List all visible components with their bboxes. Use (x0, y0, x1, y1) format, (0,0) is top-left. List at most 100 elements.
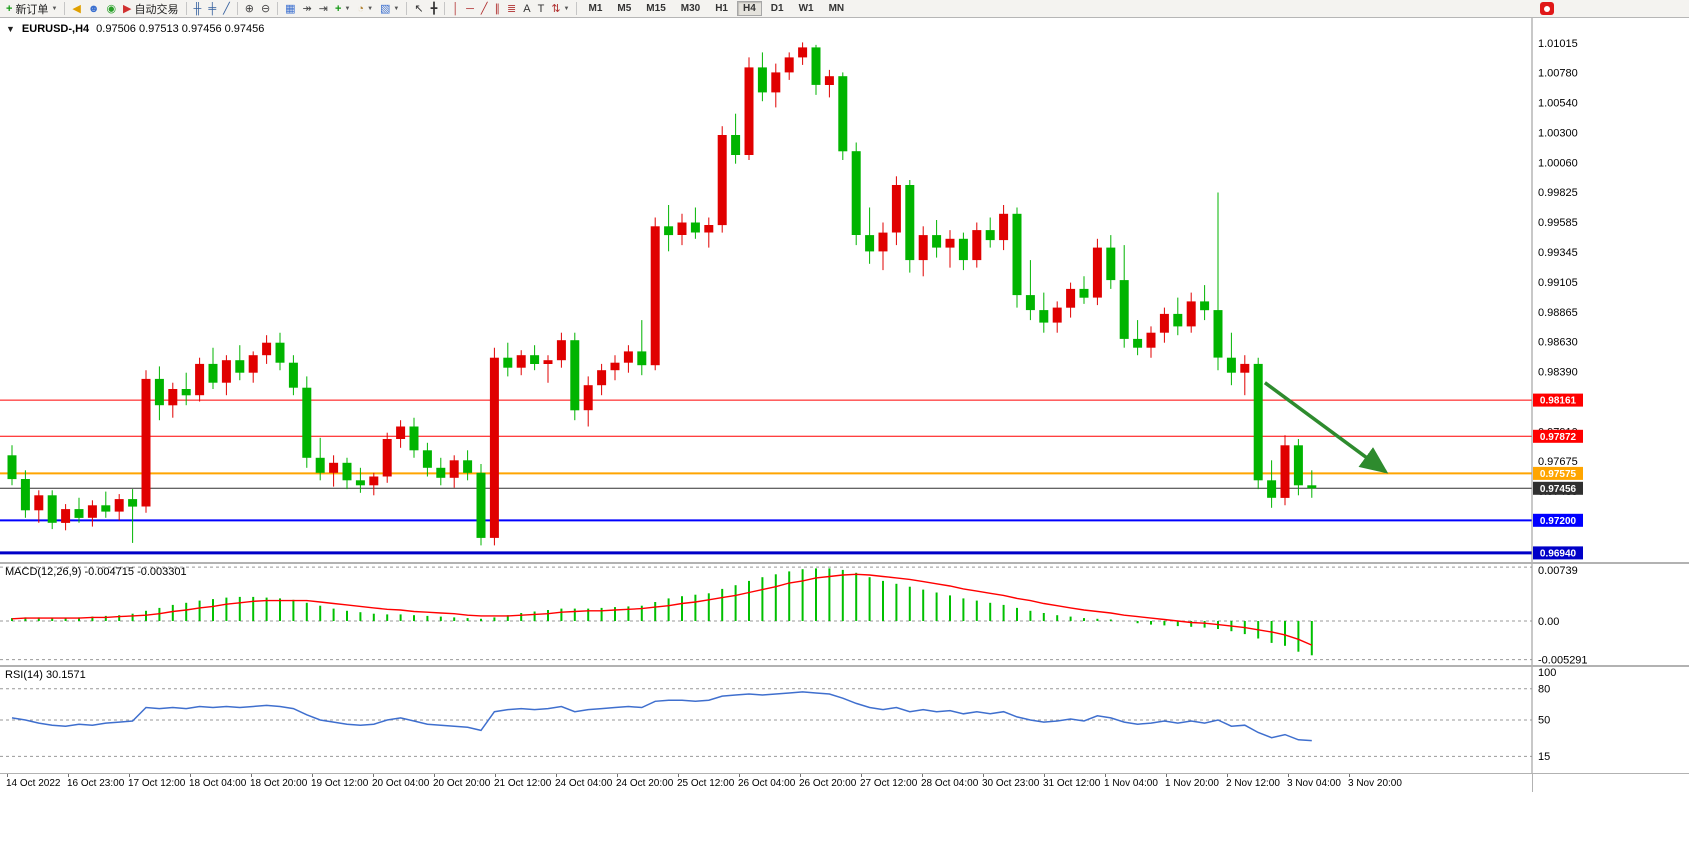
svg-text:0.97200: 0.97200 (1540, 516, 1577, 527)
cursor-icon: ↖ (414, 2, 424, 15)
time-label: 26 Oct 20:00 (799, 778, 857, 789)
line-chart-button[interactable]: ╱ (220, 1, 233, 17)
svg-text:1.00780: 1.00780 (1538, 67, 1578, 79)
svg-text:0.99105: 0.99105 (1538, 277, 1578, 289)
timeframe-h1-button[interactable]: H1 (715, 3, 728, 14)
time-tick (861, 774, 862, 777)
arrows-icon: ⇅ (551, 2, 561, 15)
timeframe-mn-button[interactable]: MN (828, 3, 845, 14)
zoom-in-button[interactable]: ⊕ (242, 1, 257, 17)
auto-trading-button[interactable]: ▶ 自动交易 (120, 1, 181, 17)
time-label: 26 Oct 04:00 (738, 778, 796, 789)
svg-text:0.96940: 0.96940 (1540, 548, 1577, 559)
zoom-out-button[interactable]: ⊖ (258, 1, 273, 17)
zoom-out-icon: ⊖ (260, 2, 271, 15)
time-label: 24 Oct 04:00 (555, 778, 613, 789)
macd-histogram (11, 568, 1313, 656)
trendline-button[interactable]: ╱ (478, 1, 491, 17)
label-icon: T (537, 2, 545, 15)
time-tick (800, 774, 801, 777)
play-icon: ▶ (123, 2, 132, 15)
timeframe-m1-button[interactable]: M1 (588, 3, 603, 14)
vline-button[interactable]: │ (449, 1, 462, 17)
svg-text:0.97675: 0.97675 (1538, 456, 1578, 468)
zoom-in-icon: ⊕ (244, 2, 254, 15)
symbol-timeframe-label: EURUSD-,H4 (21, 23, 90, 35)
crosshair-button[interactable]: ╋ (428, 1, 441, 17)
channel-button[interactable]: ∥ (492, 1, 504, 17)
svg-text:100: 100 (1538, 667, 1556, 679)
promo-icon[interactable] (1540, 2, 1554, 15)
clock-icon: ◔ (357, 2, 365, 15)
svg-text:1.00540: 1.00540 (1538, 97, 1578, 109)
shapes-button[interactable]: ⇅ ▼ (548, 1, 572, 17)
chevron-down-icon[interactable]: ▼ (6, 24, 15, 34)
svg-text:0.99585: 0.99585 (1538, 217, 1578, 229)
new-order-button-label: 新订单 (15, 3, 49, 16)
timeframe-m15-button[interactable]: M15 (646, 3, 666, 14)
time-label: 25 Oct 12:00 (677, 778, 735, 789)
chart-shift-button[interactable]: ⇥ (316, 1, 331, 17)
svg-text:0.00: 0.00 (1538, 616, 1559, 628)
alerts-button[interactable]: ◀ (69, 1, 83, 17)
text-icon: A (523, 2, 531, 15)
timeframe-w1-button[interactable]: W1 (798, 3, 814, 14)
timeframe-m30-button[interactable]: M30 (680, 3, 701, 14)
text-button[interactable]: A (520, 1, 533, 17)
caret-down-icon: ▼ (51, 5, 58, 12)
rsi-chart[interactable]: 100 80 50 15 (0, 667, 1689, 773)
community-button[interactable]: ☻ (85, 1, 103, 17)
level-lines[interactable] (0, 399, 1532, 555)
signals-button[interactable]: ◉ (103, 1, 119, 17)
trend-arrow[interactable] (1263, 381, 1389, 474)
time-label: 21 Oct 12:00 (494, 778, 552, 789)
time-label: 3 Nov 04:00 (1287, 778, 1341, 789)
indicators-button[interactable]: + ▼ (332, 1, 353, 17)
axis-divider (1532, 774, 1533, 792)
toolbar-separator (64, 2, 66, 15)
auto-trading-button-label: 自动交易 (134, 3, 179, 16)
line-chart-icon: ╱ (223, 2, 230, 15)
candlestick-chart[interactable]: 1.01015 1.00780 1.00540 1.00300 1.00060 0.998… (0, 18, 1689, 562)
auto-scroll-button[interactable]: ↠ (300, 1, 315, 17)
templates-button[interactable]: ▧ ▼ (377, 1, 402, 17)
candlestick-icon: ╪ (208, 2, 217, 15)
trendline-icon: ╱ (480, 2, 488, 15)
candle-chart-button[interactable]: ╪ (205, 1, 219, 17)
price-axis[interactable]: 1.01015 1.00780 1.00540 1.00300 1.00060 0.998… (1538, 38, 1578, 558)
caret-down-icon: ▼ (563, 5, 570, 12)
timeframe-d1-button[interactable]: D1 (770, 3, 784, 14)
svg-text:1.00300: 1.00300 (1538, 128, 1578, 140)
macd-signal-line (11, 573, 1313, 646)
caret-down-icon: ▼ (344, 5, 351, 12)
time-label: 20 Oct 20:00 (433, 778, 491, 789)
timeframe-h4-button[interactable]: H4 (737, 1, 762, 16)
macd-chart[interactable]: 0.00739 0.00 -0.005291 (0, 564, 1689, 665)
svg-text:1.01015: 1.01015 (1538, 38, 1578, 50)
cursor-button[interactable]: ↖ (411, 1, 426, 17)
time-tick (190, 774, 191, 777)
label-button[interactable]: T (535, 1, 548, 17)
chart-title: ▼ EURUSD-,H4 0.97506 0.97513 0.97456 0.9… (6, 23, 264, 35)
toolbar-separator (444, 2, 446, 15)
time-tick (1105, 774, 1106, 777)
time-tick (1227, 774, 1228, 777)
svg-text:80: 80 (1538, 683, 1550, 695)
candles (7, 42, 1317, 546)
timeframe-m5-button[interactable]: M5 (617, 3, 632, 14)
time-label: 20 Oct 04:00 (372, 778, 430, 789)
time-tick (617, 774, 618, 777)
tile-windows-button[interactable]: ▦ (282, 1, 298, 17)
ohlc-quote: 0.97506 0.97513 0.97456 0.97456 (96, 23, 265, 35)
periods-button[interactable]: ◔ ▼ (354, 1, 376, 17)
macd-panel: 0.00739 0.00 -0.005291 MACD(12,26,9) -0.00… (0, 562, 1689, 665)
time-axis[interactable]: 14 Oct 2022 16 Oct 23:00 17 Oct 12:00 18 Oc… (0, 773, 1689, 792)
macd-axis[interactable]: 0.00739 0.00 -0.005291 (1538, 565, 1588, 665)
rsi-axis[interactable]: 100 80 50 15 (1538, 667, 1556, 763)
bar-chart-button[interactable]: ╫ (191, 1, 205, 17)
fibonacci-button[interactable]: ≣ (504, 1, 519, 17)
hline-button[interactable]: ─ (463, 1, 477, 17)
new-order-button[interactable]: + 新订单 ▼ (3, 1, 60, 17)
toolbar-separator (185, 2, 187, 15)
